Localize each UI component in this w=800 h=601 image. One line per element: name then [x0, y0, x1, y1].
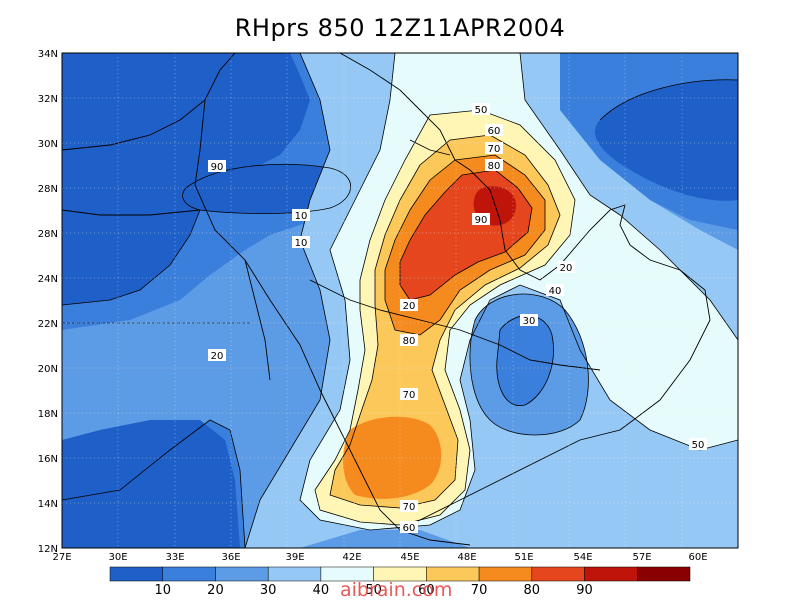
contour-label: 70 — [488, 144, 501, 155]
rh-band-70-80-south — [343, 416, 442, 499]
contour-label: 60 — [488, 126, 501, 137]
lat-label: 34N — [38, 49, 58, 60]
colorbar-label: 50 — [365, 583, 382, 598]
colorbar-label: 10 — [154, 583, 171, 598]
lat-label: 30N — [38, 139, 58, 150]
colorbar-swatch — [531, 566, 585, 582]
lon-label: 54E — [573, 552, 592, 563]
colorbar-label: 30 — [259, 583, 277, 598]
colorbar-swatch — [637, 566, 691, 582]
contour-labels: 50 60 70 80 90 90 10 10 20 20 40 30 20 8… — [208, 103, 707, 534]
colorbar-swatch — [478, 566, 533, 582]
coastlines — [62, 53, 711, 546]
colorbar-label: 40 — [312, 583, 330, 598]
rh-field — [62, 53, 738, 548]
lat-label: 22N — [38, 319, 58, 330]
contour-label: 50 — [475, 105, 488, 116]
gridlines — [62, 53, 738, 548]
lon-label: 30E — [108, 552, 127, 563]
colorbar-label: 90 — [576, 583, 593, 598]
colorbar-swatch — [584, 566, 638, 582]
lat-label: 28N — [38, 229, 58, 240]
lon-label: 48E — [457, 552, 476, 563]
colorbar-label: 20 — [207, 583, 224, 598]
contour-label: 30 — [523, 316, 536, 327]
plot-frame — [61, 52, 739, 549]
lat-label: 32N — [38, 94, 58, 105]
colorbar-label: 60 — [418, 583, 435, 598]
chart-title: RHprs 850 12Z11APR2004 — [234, 14, 566, 42]
rh-band-20-se2 — [496, 314, 554, 406]
contour-label: 20 — [403, 301, 416, 312]
lon-label: 33E — [165, 552, 184, 563]
lon-label: 27E — [52, 552, 71, 563]
rh-band-0-10-west — [62, 53, 310, 305]
colorbar-swatch — [267, 566, 322, 582]
contour-label: 50 — [692, 440, 705, 451]
lon-label: 57E — [632, 552, 651, 563]
colorbar-label: 70 — [470, 583, 488, 598]
contour-label: 10 — [295, 238, 308, 249]
contour-label: 10 — [295, 211, 308, 222]
contour-label: 20 — [560, 263, 573, 274]
colorbar-swatch — [215, 566, 269, 582]
rh-band-10-blob — [182, 164, 351, 214]
lat-axis: 34N 32N 30N 28N 28N 24N 22N 20N 18N 16N … — [38, 49, 58, 555]
colorbar-swatch — [162, 566, 216, 582]
contour-label: 20 — [211, 351, 224, 362]
lon-label: 45E — [400, 552, 419, 563]
contour-label: 80 — [488, 161, 501, 172]
colorbar-swatch — [109, 566, 163, 582]
rh-band-0-10-west-low — [62, 420, 240, 548]
lat-label: 24N — [38, 274, 58, 285]
contour-label: 40 — [549, 286, 562, 297]
lat-label: 14N — [38, 499, 58, 510]
colorbar-label: 80 — [523, 583, 541, 598]
lon-label: 42E — [342, 552, 361, 563]
contour-label: 60 — [403, 523, 416, 534]
contour-label: 90 — [211, 162, 224, 173]
contour-label: 70 — [403, 390, 416, 401]
lon-label: 60E — [688, 552, 707, 563]
lat-label: 16N — [38, 454, 58, 465]
rh-band-0-10-ne — [595, 79, 738, 201]
lon-label: 39E — [285, 552, 304, 563]
watermark: aibrain.com — [340, 579, 453, 601]
lat-label: 28N — [38, 184, 58, 195]
lon-axis: 27E 30E 33E 36E 39E 42E 45E 48E 51E 54E … — [52, 552, 707, 563]
contour-label: 90 — [475, 215, 488, 226]
lat-label: 12N — [38, 544, 58, 555]
lon-label: 51E — [514, 552, 533, 563]
contour-label: 70 — [403, 502, 416, 513]
lon-label: 36E — [221, 552, 240, 563]
contour-label: 80 — [403, 336, 416, 347]
colorbar — [109, 566, 691, 582]
lat-label: 18N — [38, 409, 58, 420]
lat-label: 20N — [38, 364, 58, 375]
